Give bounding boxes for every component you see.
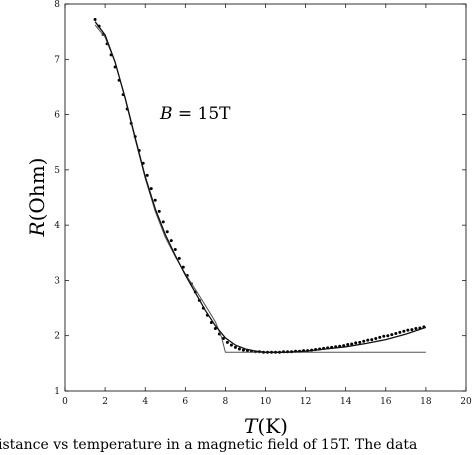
- data-point: [362, 339, 366, 343]
- field-annotation-value: = 15T: [173, 104, 232, 124]
- data-point: [366, 338, 370, 342]
- x-tick-label: 0: [62, 397, 68, 407]
- data-point: [370, 338, 374, 342]
- x-tick-label: 12: [300, 397, 311, 407]
- y-tick-label: 6: [54, 111, 60, 121]
- data-point: [177, 256, 181, 260]
- y-tick-label: 1: [54, 387, 60, 397]
- figure-caption: Resistance vs temperature in a magnetic …: [0, 437, 418, 453]
- x-tick-label: 10: [260, 397, 272, 407]
- data-point: [346, 343, 350, 347]
- y-axis-label: R(Ohm): [25, 158, 49, 238]
- y-axis-unit: (Ohm): [25, 158, 49, 222]
- series-2-line: [94, 21, 427, 353]
- y-tick-label: 7: [54, 55, 60, 65]
- data-point: [233, 345, 237, 349]
- data-point: [410, 328, 414, 332]
- data-point: [161, 220, 165, 224]
- data-point: [406, 328, 410, 332]
- data-point: [382, 334, 386, 338]
- y-tick-label: 3: [54, 276, 60, 286]
- data-point: [398, 330, 402, 334]
- data-point: [173, 247, 177, 251]
- x-tick-label: 18: [420, 397, 432, 407]
- data-point: [402, 329, 406, 333]
- data-point: [145, 173, 149, 177]
- data-point: [93, 17, 97, 21]
- data-point: [414, 327, 418, 331]
- y-tick-label: 2: [54, 332, 60, 342]
- data-point: [157, 209, 161, 213]
- x-tick-label: 4: [142, 397, 148, 407]
- plot-frame: [64, 3, 467, 392]
- data-point: [225, 340, 229, 344]
- data-point: [169, 239, 173, 243]
- y-axis-var: R: [25, 221, 49, 237]
- data-point: [221, 336, 225, 340]
- x-tick-label: 8: [223, 397, 229, 407]
- data-point: [350, 342, 354, 346]
- data-point: [358, 340, 362, 344]
- field-annotation-var: B: [159, 104, 173, 124]
- x-tick-label: 2: [102, 397, 108, 407]
- data-point: [241, 348, 245, 352]
- field-annotation: B = 15T: [159, 104, 231, 124]
- data-point: [229, 343, 233, 347]
- x-tick-label: 6: [182, 397, 188, 407]
- data-point: [165, 230, 169, 234]
- x-axis-var: T: [244, 414, 259, 438]
- data-point: [390, 333, 394, 337]
- data-point: [149, 187, 153, 191]
- data-point: [378, 335, 382, 339]
- x-tick-label: 16: [380, 397, 392, 407]
- x-axis-label: T(K): [244, 414, 288, 438]
- data-point: [374, 336, 378, 340]
- y-tick-label: 8: [54, 0, 60, 10]
- series-1-line: [94, 24, 426, 353]
- data-point: [394, 332, 398, 336]
- y-tick-label: 5: [54, 166, 60, 176]
- series-0-points: [93, 17, 426, 354]
- data-point: [237, 347, 241, 351]
- data-point: [354, 341, 358, 345]
- x-tick-label: 14: [340, 397, 352, 407]
- data-point: [153, 198, 157, 202]
- y-tick-label: 4: [54, 221, 60, 231]
- series-marks: [93, 17, 427, 354]
- x-tick-label: 20: [460, 397, 472, 407]
- data-point: [386, 334, 390, 338]
- x-axis-unit: (K): [257, 414, 288, 438]
- data-point: [181, 265, 185, 269]
- data-point: [213, 327, 217, 331]
